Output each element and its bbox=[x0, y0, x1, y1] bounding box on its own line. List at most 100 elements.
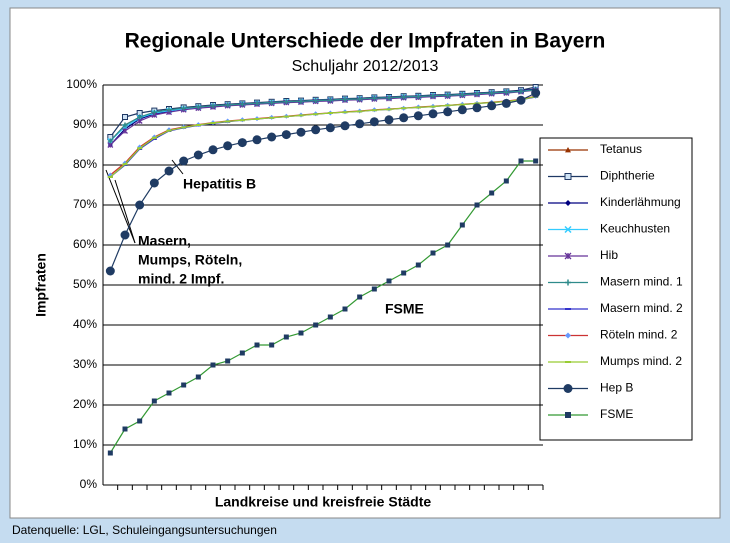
marker bbox=[105, 266, 115, 276]
marker bbox=[181, 105, 187, 111]
marker bbox=[457, 105, 467, 115]
legend-label: Mumps mind. 2 bbox=[600, 354, 682, 368]
marker bbox=[193, 150, 203, 160]
marker bbox=[151, 109, 157, 115]
marker bbox=[313, 98, 319, 104]
marker bbox=[565, 147, 571, 153]
marker bbox=[252, 135, 262, 145]
series bbox=[105, 88, 541, 276]
annotation-arrow bbox=[105, 169, 136, 244]
marker bbox=[179, 156, 189, 166]
marker bbox=[564, 225, 572, 234]
y-tick-label: 0% bbox=[80, 477, 98, 491]
marker bbox=[518, 158, 524, 164]
marker bbox=[313, 322, 319, 328]
marker bbox=[533, 158, 539, 164]
chart-subtitle: Schuljahr 2012/2013 bbox=[292, 58, 439, 75]
y-tick-label: 60% bbox=[73, 237, 97, 251]
marker bbox=[151, 398, 157, 404]
marker bbox=[357, 96, 363, 102]
marker bbox=[327, 314, 333, 320]
legend-label: Hep B bbox=[600, 381, 633, 395]
marker bbox=[565, 279, 571, 286]
marker bbox=[239, 350, 245, 356]
legend-label: Masern mind. 1 bbox=[600, 275, 683, 289]
marker bbox=[563, 384, 573, 393]
y-tick-label: 20% bbox=[73, 397, 97, 411]
marker bbox=[487, 101, 497, 111]
annotation-arrow bbox=[114, 179, 136, 244]
marker bbox=[195, 104, 201, 110]
annotation-arrow bbox=[171, 159, 184, 175]
marker bbox=[371, 95, 377, 101]
marker bbox=[210, 103, 216, 109]
legend-label: Masern mind. 2 bbox=[600, 301, 683, 315]
marker bbox=[445, 92, 451, 98]
marker bbox=[516, 95, 526, 105]
annotation: FSME bbox=[385, 301, 424, 317]
marker bbox=[254, 342, 260, 348]
marker bbox=[164, 166, 174, 176]
y-tick-label: 80% bbox=[73, 157, 97, 171]
y-tick-label: 70% bbox=[73, 197, 97, 211]
y-tick-label: 40% bbox=[73, 317, 97, 331]
y-tick-label: 100% bbox=[66, 77, 97, 91]
marker bbox=[166, 390, 172, 396]
marker bbox=[137, 114, 143, 120]
marker bbox=[281, 130, 291, 140]
marker bbox=[283, 99, 289, 105]
marker bbox=[565, 412, 571, 418]
marker bbox=[327, 97, 333, 103]
marker bbox=[386, 278, 392, 284]
annotation: mind. 2 Impf. bbox=[138, 271, 224, 287]
marker bbox=[296, 127, 306, 137]
series bbox=[107, 95, 539, 178]
marker bbox=[399, 113, 409, 123]
marker bbox=[225, 102, 231, 108]
marker bbox=[401, 94, 407, 100]
legend-label: Keuchhusten bbox=[600, 222, 670, 236]
marker bbox=[107, 138, 113, 144]
marker bbox=[122, 114, 128, 120]
marker bbox=[501, 98, 511, 108]
marker bbox=[369, 117, 379, 127]
legend-box bbox=[539, 137, 693, 441]
marker bbox=[223, 141, 233, 151]
marker bbox=[208, 145, 218, 155]
marker bbox=[459, 222, 465, 228]
marker bbox=[210, 362, 216, 368]
legend-label: Tetanus bbox=[600, 142, 642, 156]
marker bbox=[445, 242, 451, 248]
marker bbox=[474, 202, 480, 208]
marker bbox=[120, 230, 130, 240]
legend-label: Diphtherie bbox=[600, 169, 655, 183]
marker bbox=[564, 173, 572, 180]
marker bbox=[430, 250, 436, 256]
marker bbox=[565, 200, 571, 206]
marker bbox=[254, 100, 260, 106]
marker bbox=[503, 178, 509, 184]
marker bbox=[195, 374, 201, 380]
marker bbox=[298, 330, 304, 336]
marker bbox=[267, 132, 277, 142]
marker bbox=[166, 107, 172, 113]
marker bbox=[122, 122, 128, 128]
legend-label: Kinderlähmung bbox=[600, 195, 681, 209]
y-tick-label: 50% bbox=[73, 277, 97, 291]
marker bbox=[311, 125, 321, 135]
marker bbox=[489, 90, 495, 96]
marker bbox=[342, 306, 348, 312]
legend-label: Hib bbox=[600, 248, 618, 262]
marker bbox=[357, 294, 363, 300]
marker bbox=[564, 252, 572, 260]
legend-label: Röteln mind. 2 bbox=[600, 328, 678, 342]
marker bbox=[489, 190, 495, 196]
marker bbox=[371, 286, 377, 292]
source-note: Datenquelle: LGL, Schuleingangsuntersuch… bbox=[12, 523, 277, 537]
marker bbox=[474, 91, 480, 97]
marker bbox=[472, 103, 482, 113]
marker bbox=[503, 89, 509, 95]
marker bbox=[565, 332, 571, 339]
marker bbox=[149, 178, 159, 188]
